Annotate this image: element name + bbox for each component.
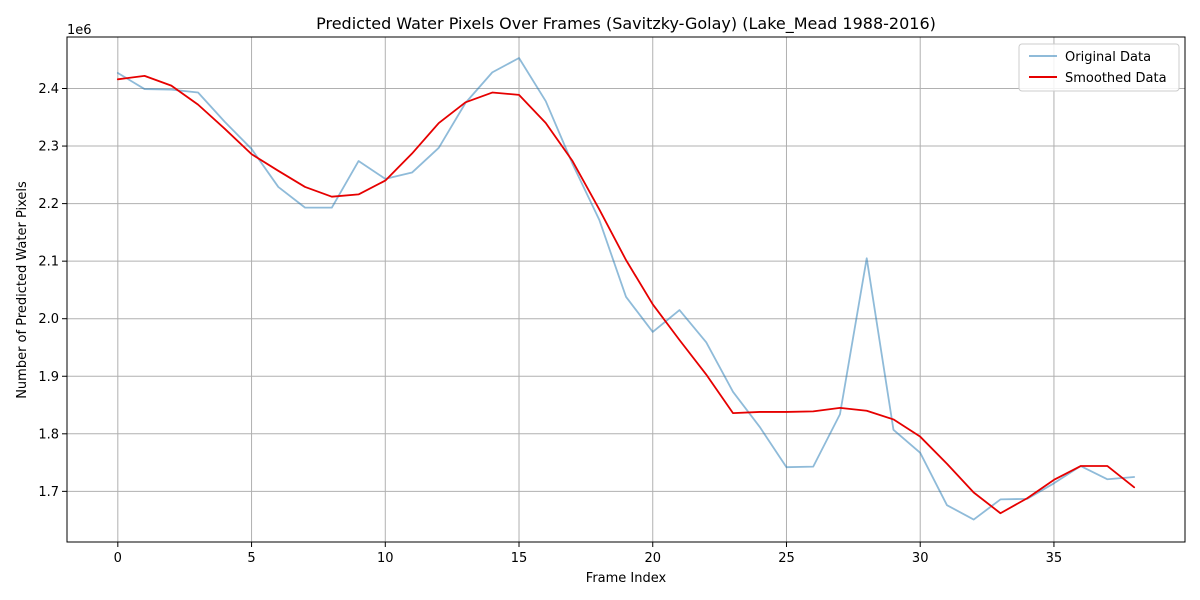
y-tick-label: 1.8 <box>38 427 59 442</box>
x-axis-ticks: 0 5 10 15 20 25 30 35 <box>114 542 1063 566</box>
x-tick-label: 35 <box>1046 551 1063 566</box>
x-tick-label: 15 <box>511 551 528 566</box>
x-tick-label: 10 <box>377 551 394 566</box>
y-tick-label: 2.0 <box>38 312 59 327</box>
x-tick-label: 25 <box>778 551 795 566</box>
series-line-original <box>116 57 1136 521</box>
x-tick-label: 20 <box>644 551 661 566</box>
x-tick-label: 5 <box>247 551 255 566</box>
series-lines <box>116 57 1136 521</box>
legend-label-original: Original Data <box>1065 50 1151 65</box>
x-tick-label: 30 <box>912 551 929 566</box>
y-tick-label: 2.4 <box>38 82 59 97</box>
legend-box <box>1018 43 1180 92</box>
x-tick-label: 0 <box>114 551 122 566</box>
y-offset-label: 1e6 <box>67 23 92 38</box>
y-tick-label: 1.9 <box>38 370 59 385</box>
y-tick-label: 2.2 <box>38 197 59 212</box>
series-line-smoothed <box>116 74 1136 515</box>
y-tick-label: 2.3 <box>38 140 59 155</box>
plot-area-frame <box>66 36 1186 543</box>
y-tick-label: 1.7 <box>38 485 59 500</box>
grid <box>67 37 1185 542</box>
y-axis-label: Number of Predicted Water Pixels <box>15 181 30 399</box>
x-axis-label: Frame Index <box>586 571 667 586</box>
y-tick-label: 2.1 <box>38 255 59 270</box>
legend: Original Data Smoothed Data <box>1018 43 1180 92</box>
chart-title: Predicted Water Pixels Over Frames (Savi… <box>316 14 936 34</box>
legend-label-smoothed: Smoothed Data <box>1065 71 1167 86</box>
y-axis-ticks: 1.7 1.8 1.9 2.0 2.1 2.2 2.3 2.4 <box>38 82 67 500</box>
